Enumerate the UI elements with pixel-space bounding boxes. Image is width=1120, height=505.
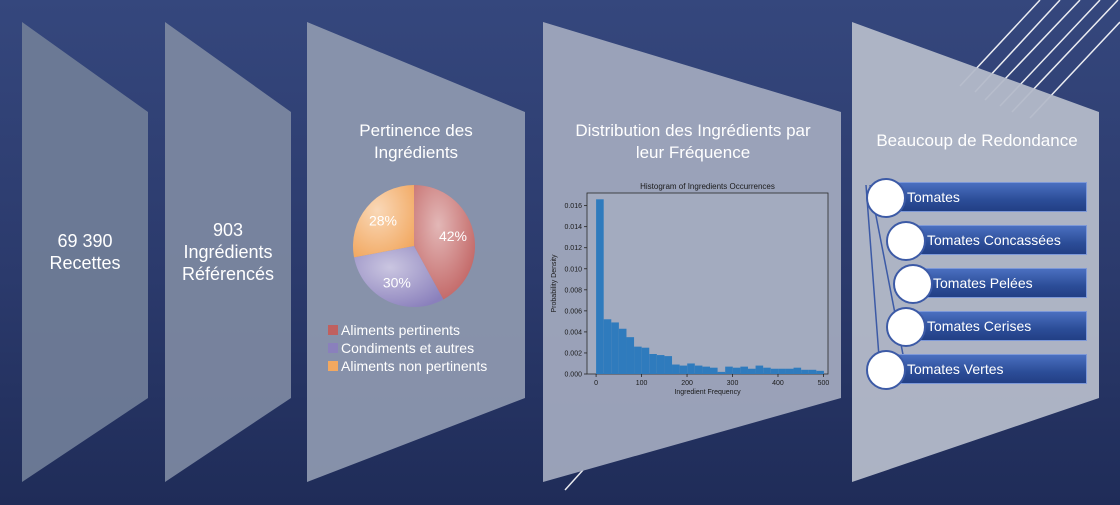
histogram-bar bbox=[626, 337, 635, 374]
list-item: Tomates Cerises bbox=[905, 311, 1087, 341]
legend-swatch-relevant bbox=[328, 325, 338, 335]
histogram-bar bbox=[740, 366, 748, 374]
distribution-title-line2: leur Fréquence bbox=[635, 143, 751, 162]
list-item: Tomates bbox=[880, 182, 1087, 212]
histogram-bar bbox=[793, 367, 802, 374]
histogram-bar bbox=[603, 319, 612, 374]
histogram-ylabel: Probability Density bbox=[551, 254, 558, 312]
pie-value-label: 42% bbox=[439, 228, 467, 244]
legend-item-relevant: Aliments pertinents bbox=[328, 321, 487, 339]
histogram-bar bbox=[611, 322, 619, 374]
list-item: Tomates Vertes bbox=[880, 354, 1087, 384]
histogram-bar bbox=[763, 367, 771, 374]
histogram-bar bbox=[785, 368, 794, 374]
histogram-bar bbox=[679, 365, 688, 374]
panel-ingredients bbox=[165, 22, 291, 482]
y-tick-label: 0.006 bbox=[564, 308, 582, 315]
histogram-bar bbox=[732, 367, 741, 374]
list-item-label: Tomates Pelées bbox=[933, 275, 1033, 291]
list-item-label: Tomates Cerises bbox=[927, 318, 1032, 334]
legend-swatch-nonrelevant bbox=[328, 361, 338, 371]
distribution-title-line1: Distribution des Ingrédients par bbox=[575, 121, 811, 140]
histogram-bar bbox=[672, 364, 680, 374]
ingredients-label: 903 Ingrédients Référencés bbox=[165, 219, 291, 285]
y-tick-label: 0.004 bbox=[564, 329, 582, 336]
histogram-bar bbox=[747, 368, 756, 374]
pie-value-label: 28% bbox=[369, 212, 397, 228]
x-tick-label: 200 bbox=[681, 380, 693, 387]
histogram-bar bbox=[634, 346, 642, 374]
histogram-bar bbox=[649, 354, 657, 374]
x-tick-label: 0 bbox=[594, 380, 598, 387]
x-tick-label: 500 bbox=[818, 380, 830, 387]
histogram-bar bbox=[816, 370, 824, 374]
y-tick-label: 0.014 bbox=[564, 224, 582, 231]
bullet-circle-icon bbox=[866, 178, 906, 218]
histogram-bar bbox=[755, 365, 764, 374]
list-item-label: Tomates Concassées bbox=[927, 232, 1061, 248]
pie-legend: Aliments pertinents Condiments et autres… bbox=[328, 321, 487, 375]
pie-slice-relevant-shade bbox=[414, 185, 475, 300]
list-item-label: Tomates Vertes bbox=[907, 361, 1004, 377]
y-tick-label: 0.016 bbox=[564, 203, 582, 210]
bullet-circle-icon bbox=[866, 350, 906, 390]
histogram-bar bbox=[725, 366, 733, 374]
histogram-bar bbox=[694, 365, 703, 374]
panel-recipes bbox=[22, 22, 148, 482]
y-tick-label: 0.012 bbox=[564, 245, 582, 252]
y-tick-label: 0.002 bbox=[564, 350, 582, 357]
pie-slice-condiments-shade bbox=[354, 246, 444, 307]
legend-label-condiments: Condiments et autres bbox=[341, 340, 475, 356]
relevance-title-line1: Pertinence des bbox=[359, 121, 473, 140]
ingredients-count: 903 bbox=[212, 220, 244, 240]
relevance-title-line2: Ingrédients bbox=[373, 143, 459, 162]
recipes-label: 69 390 Recettes bbox=[22, 230, 148, 274]
relevance-title: Pertinence des Ingrédients bbox=[310, 120, 522, 164]
y-tick-label: 0.008 bbox=[564, 287, 582, 294]
bullet-circle-icon bbox=[886, 307, 926, 347]
histogram-bar bbox=[687, 363, 695, 374]
bullet-circle-icon bbox=[893, 264, 933, 304]
histogram-bar bbox=[664, 356, 673, 374]
legend-swatch-condiments bbox=[328, 343, 338, 353]
x-tick-label: 100 bbox=[636, 380, 648, 387]
legend-item-nonrelevant: Aliments non pertinents bbox=[328, 357, 487, 375]
histogram-bar bbox=[596, 199, 604, 374]
histogram-title: Histogram of Ingredients Occurrences bbox=[640, 182, 775, 191]
histogram-xlabel: Ingredient Frequency bbox=[674, 389, 741, 396]
redundancy-title-text: Beaucoup de Redondance bbox=[876, 131, 1078, 150]
histogram-bar bbox=[702, 366, 711, 374]
x-tick-label: 400 bbox=[772, 380, 784, 387]
histogram-bar bbox=[618, 328, 627, 374]
ingredients-text2: Référencés bbox=[181, 264, 275, 284]
recipes-text: Recettes bbox=[49, 253, 121, 273]
legend-label-relevant: Aliments pertinents bbox=[341, 322, 461, 338]
legend-label-nonrelevant: Aliments non pertinents bbox=[341, 358, 488, 374]
y-tick-label: 0.000 bbox=[564, 372, 582, 379]
histogram-bar bbox=[778, 368, 786, 374]
list-item: Tomates Pelées bbox=[912, 268, 1087, 298]
ingredients-text1: Ingrédients bbox=[183, 242, 273, 262]
histogram-bar bbox=[801, 369, 809, 374]
pie-slice-nonrelevant-shade bbox=[353, 184, 414, 258]
histogram-bar bbox=[770, 368, 779, 374]
y-tick-label: 0.010 bbox=[564, 266, 582, 273]
list-item: Tomates Concassées bbox=[905, 225, 1087, 255]
histogram-bar bbox=[717, 371, 726, 374]
pie-chart: 42% 30% 28% bbox=[353, 184, 475, 307]
histogram-chart: 0 100 200 300 400 500 0.000 0.002 0.004 0.006 0.00… bbox=[551, 182, 829, 396]
histogram-bar bbox=[641, 347, 650, 374]
x-tick-label: 300 bbox=[727, 380, 739, 387]
recipes-count: 69 390 bbox=[57, 231, 113, 251]
bullet-circle-icon bbox=[886, 221, 926, 261]
pie-value-label: 30% bbox=[383, 274, 411, 290]
histogram-bar bbox=[710, 367, 718, 374]
legend-item-condiments: Condiments et autres bbox=[328, 339, 487, 357]
histogram-bar bbox=[808, 369, 817, 374]
histogram-bar bbox=[656, 355, 665, 374]
list-item-label: Tomates bbox=[907, 189, 960, 205]
redundancy-title: Beaucoup de Redondance bbox=[855, 130, 1099, 152]
distribution-title: Distribution des Ingrédients par leur Fr… bbox=[548, 120, 838, 164]
